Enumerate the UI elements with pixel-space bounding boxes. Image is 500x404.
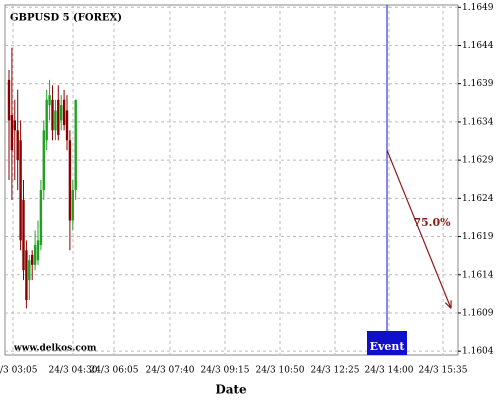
event-box — [367, 331, 407, 355]
projection-label: 75.0% — [413, 216, 451, 229]
candle-body — [19, 140, 22, 241]
x-tick-label: 24/3 04:30 — [48, 366, 97, 376]
x-axis-label: Date — [215, 383, 247, 397]
candle-body — [65, 110, 69, 141]
candle-body — [48, 95, 51, 106]
candle-body — [62, 99, 66, 125]
projection-arrow — [386, 149, 452, 309]
candle-body — [10, 115, 14, 151]
event-label: Event — [370, 340, 406, 353]
y-tick-label: 1.1649 — [462, 3, 494, 13]
candle-body — [36, 240, 40, 261]
y-tick-label: 1.1624 — [462, 194, 494, 204]
candle-body — [16, 130, 19, 161]
x-tick-label: 24/3 03:05 — [0, 366, 38, 376]
candle-body — [60, 105, 63, 121]
x-tick-label: 24/3 07:40 — [145, 366, 194, 376]
plot-frame — [4, 4, 459, 356]
x-tick-label: 24/3 10:50 — [255, 366, 304, 376]
candle-body — [45, 99, 48, 141]
y-tick-label: 1.1609 — [462, 308, 494, 318]
candle-body — [13, 120, 16, 131]
y-tick-label: 1.1619 — [462, 232, 494, 242]
y-tick-label: 1.1639 — [462, 79, 494, 89]
candle-body — [51, 99, 54, 131]
x-tick-label: 24/3 12:25 — [310, 366, 359, 376]
candle-body — [39, 189, 43, 245]
x-tick-label: 24/3 09:15 — [200, 366, 249, 376]
candle-body — [71, 189, 74, 221]
candle-body — [25, 250, 28, 300]
y-tick-label: 1.1629 — [462, 156, 494, 166]
candle-body — [33, 244, 37, 265]
candle-body — [22, 199, 25, 271]
y-tick-label: 1.1644 — [462, 41, 494, 51]
y-tick-label: 1.1634 — [462, 117, 494, 127]
x-tick-label: 24/3 15:35 — [418, 366, 467, 376]
chart-title: GBPUSD 5 (FOREX) — [10, 13, 122, 24]
candle-body — [74, 99, 77, 190]
candle-body — [57, 99, 60, 135]
x-tick-label: 24/3 06:05 — [89, 366, 138, 376]
candle-body — [54, 110, 57, 131]
candle-body — [42, 130, 45, 190]
candle-body — [31, 254, 34, 265]
candle-body — [68, 140, 72, 221]
candle-body — [28, 260, 31, 281]
y-tick-label: 1.1614 — [462, 270, 494, 280]
x-tick-label: 24/3 14:00 — [364, 366, 413, 376]
y-tick-label: 1.1604 — [462, 347, 494, 357]
arrow-head — [444, 300, 452, 309]
watermark: www.delkos.com — [13, 344, 97, 354]
candle-body — [7, 79, 11, 121]
